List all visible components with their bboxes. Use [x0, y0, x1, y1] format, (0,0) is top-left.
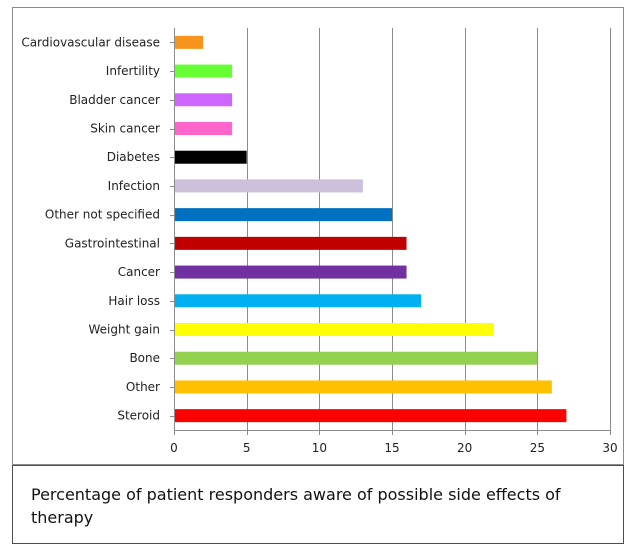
gridlines: [247, 28, 611, 430]
category-label: Gastrointestinal: [65, 236, 160, 250]
category-label: Cancer: [118, 265, 160, 279]
category-label: Weight gain: [88, 323, 160, 337]
axes: [170, 28, 611, 435]
category-labels: Cardiovascular disease Infertility Bladder…: [21, 35, 160, 422]
bar: [175, 208, 392, 222]
bar: [175, 323, 494, 336]
category-label: Bone: [129, 351, 160, 365]
bar: [175, 236, 407, 250]
bar: [175, 64, 233, 78]
caption-box: Percentage of patient responders aware o…: [12, 465, 624, 544]
category-label: Other: [126, 380, 160, 394]
category-label: Hair loss: [108, 294, 160, 308]
chart-caption: Percentage of patient responders aware o…: [31, 485, 561, 527]
x-tick-label: 30: [602, 441, 617, 455]
bars: [175, 35, 567, 423]
x-tick-labels: 0 5 10 15 20 25 30: [170, 441, 617, 455]
category-label: Infertility: [106, 64, 160, 78]
bar: [175, 122, 233, 135]
bar: [175, 150, 247, 164]
bar: [175, 380, 552, 394]
bar: [175, 35, 204, 49]
bar: [175, 409, 567, 423]
x-tick-label: 10: [312, 441, 327, 455]
bar: [175, 351, 538, 365]
category-label: Diabetes: [107, 150, 160, 164]
category-label: Other not specified: [45, 208, 160, 222]
x-tick-label: 5: [243, 441, 251, 455]
x-tick-label: 0: [170, 441, 178, 455]
category-label: Bladder cancer: [69, 93, 160, 107]
category-label: Steroid: [117, 409, 160, 423]
bar: [175, 179, 363, 193]
bar: [175, 265, 407, 279]
x-tick-label: 20: [457, 441, 472, 455]
category-label: Cardiovascular disease: [21, 35, 160, 49]
bar-chart: Cardiovascular disease Infertility Bladder…: [21, 28, 618, 455]
category-label: Skin cancer: [90, 122, 160, 136]
bar: [175, 93, 233, 107]
x-tick-label: 15: [384, 441, 399, 455]
bar: [175, 294, 422, 308]
category-label: Infection: [108, 179, 160, 193]
x-tick-label: 25: [530, 441, 545, 455]
